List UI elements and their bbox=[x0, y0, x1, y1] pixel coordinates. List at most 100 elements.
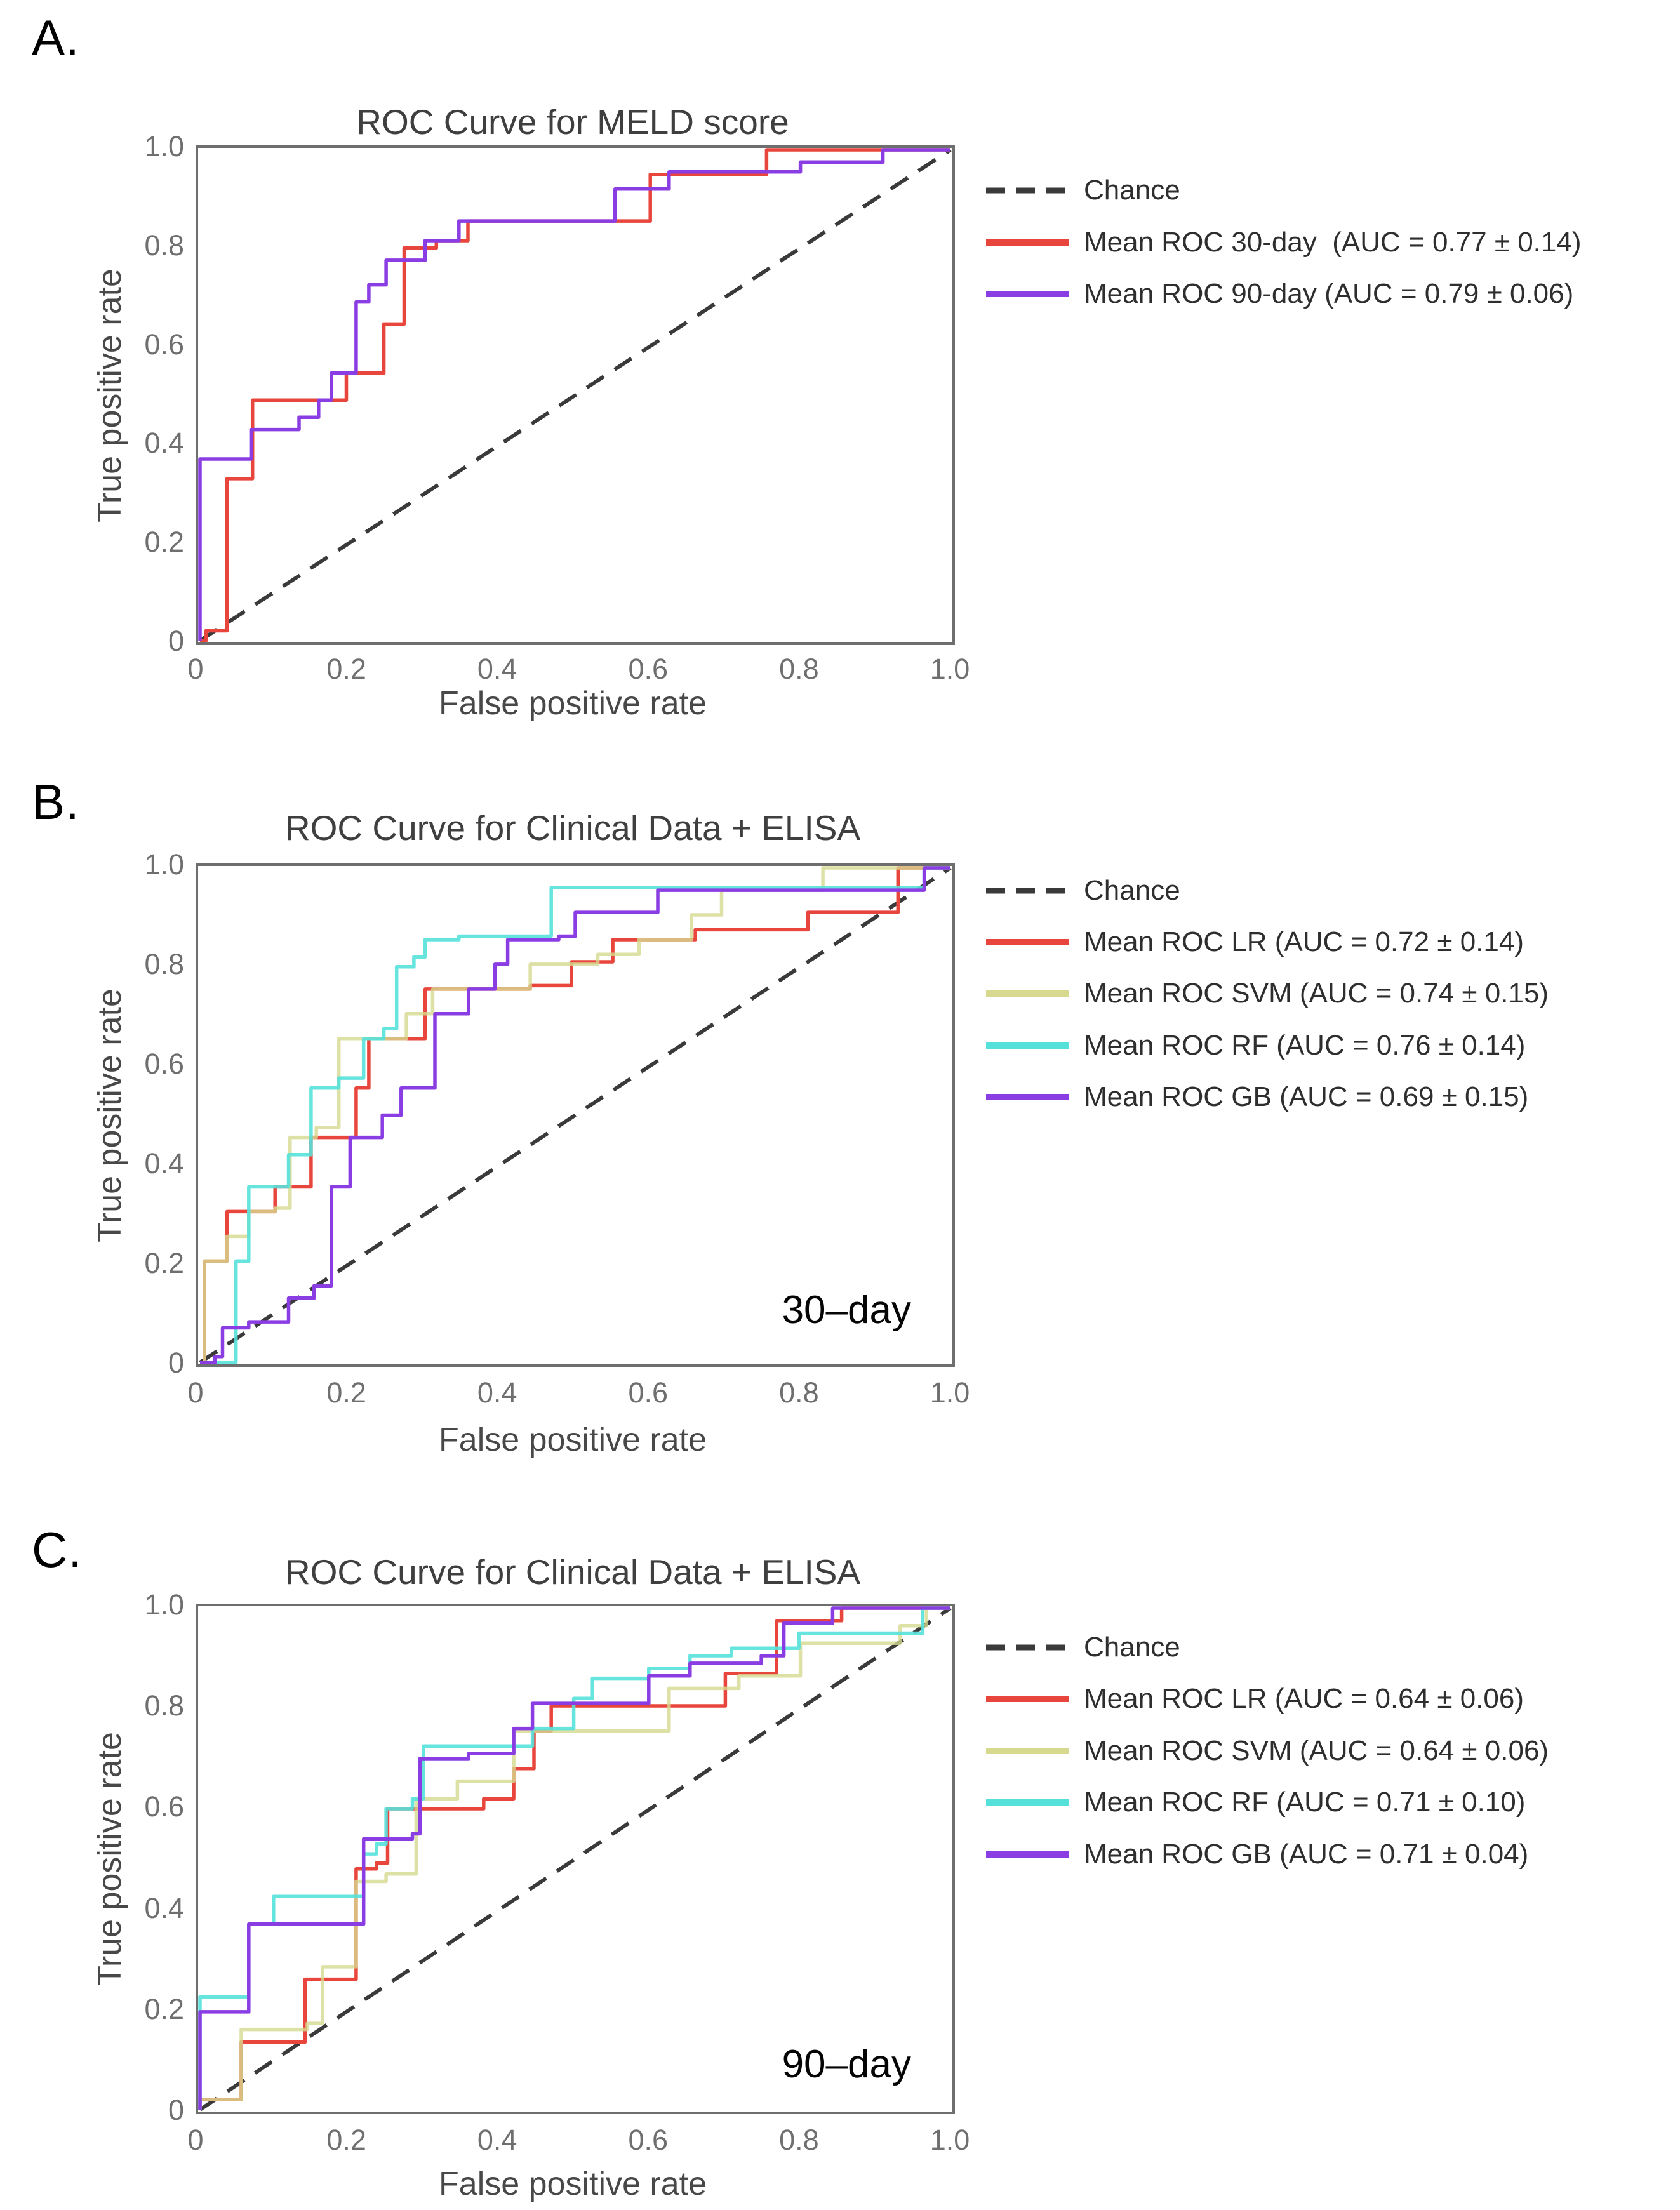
line-sample-icon bbox=[986, 1851, 1069, 1858]
legend-row: Mean ROC SVM (AUC = 0.74 ± 0.15) bbox=[985, 975, 1549, 1013]
dashed-line-sample-icon bbox=[986, 888, 1069, 894]
legend-row: Mean ROC SVM (AUC = 0.64 ± 0.06) bbox=[985, 1732, 1549, 1770]
x-tick-label: 0 bbox=[187, 1376, 204, 1409]
panel-letter-c: C. bbox=[32, 1522, 83, 1578]
legend-label: Mean ROC RF (AUC = 0.76 ± 0.14) bbox=[1084, 1030, 1526, 1061]
y-tick-label: 0.6 bbox=[144, 328, 184, 361]
line-sample-icon bbox=[986, 1748, 1069, 1754]
y-tick-label: 0 bbox=[168, 1347, 184, 1379]
x-tick-label: 0.6 bbox=[628, 1376, 669, 1409]
legend-row: Chance bbox=[985, 872, 1180, 910]
x-tick-label: 0.8 bbox=[779, 653, 819, 685]
x-tick-label: 0.6 bbox=[628, 653, 669, 685]
legend-row: Mean ROC LR (AUC = 0.72 ± 0.14) bbox=[985, 923, 1524, 961]
y-tick-label: 0.6 bbox=[144, 1790, 184, 1823]
legend-row: Mean ROC RF (AUC = 0.76 ± 0.14) bbox=[985, 1027, 1525, 1065]
x-tick-label: 0.4 bbox=[477, 2124, 517, 2156]
x-tick-label: 0.6 bbox=[628, 2124, 669, 2156]
x-axis-label-b: False positive rate bbox=[439, 1421, 707, 1458]
legend-row: Mean ROC GB (AUC = 0.71 ± 0.04) bbox=[985, 1835, 1528, 1874]
annotation-30-day: 30–day bbox=[782, 1288, 911, 1332]
series-mean-roc-svm bbox=[198, 1606, 950, 2110]
legend-label: Mean ROC 90-day (AUC = 0.79 ± 0.06) bbox=[1084, 278, 1574, 309]
y-tick-label: 0.8 bbox=[144, 948, 184, 980]
line-sample-icon bbox=[986, 291, 1069, 297]
y-tick-label: 0.4 bbox=[144, 1891, 184, 1924]
legend-label: Mean ROC LR (AUC = 0.64 ± 0.06) bbox=[1084, 1683, 1524, 1714]
x-tick-label: 0.2 bbox=[326, 2124, 366, 2156]
roc-plot-a bbox=[196, 145, 955, 645]
series-mean-roc-rf bbox=[200, 866, 950, 1364]
dashed-line-sample-icon bbox=[986, 1644, 1069, 1651]
annotation-90-day: 90–day bbox=[782, 2042, 911, 2086]
x-tick-label: 0.2 bbox=[326, 1376, 366, 1409]
line-sample-icon bbox=[986, 939, 1069, 945]
y-tick-label: 0.8 bbox=[144, 229, 184, 262]
roc-curves-a bbox=[198, 148, 952, 642]
legend-row: Mean ROC 90-day (AUC = 0.79 ± 0.06) bbox=[985, 275, 1573, 313]
line-sample-icon bbox=[986, 1799, 1069, 1806]
series-mean-roc-rf bbox=[198, 1606, 950, 2110]
series-mean-roc-gb bbox=[200, 866, 950, 1364]
legend-row: Mean ROC LR (AUC = 0.64 ± 0.06) bbox=[985, 1680, 1524, 1718]
y-tick-label: 0.6 bbox=[144, 1048, 184, 1080]
legend-row: Chance bbox=[985, 171, 1180, 210]
legend-label: Chance bbox=[1084, 175, 1180, 206]
y-tick-label: 0.2 bbox=[144, 1247, 184, 1279]
line-sample-icon bbox=[986, 1094, 1069, 1100]
x-tick-label: 0.2 bbox=[326, 653, 366, 685]
series-mean-roc-30-day bbox=[200, 148, 950, 642]
legend-label: Mean ROC SVM (AUC = 0.64 ± 0.06) bbox=[1084, 1735, 1549, 1766]
x-axis-label-c: False positive rate bbox=[439, 2166, 707, 2202]
series-mean-roc-lr bbox=[198, 1606, 950, 2110]
legend-label: Chance bbox=[1084, 1632, 1180, 1663]
legend-label: Mean ROC SVM (AUC = 0.74 ± 0.15) bbox=[1084, 978, 1549, 1009]
plot-title-a: ROC Curve for MELD score bbox=[356, 102, 789, 142]
y-tick-label: 0.4 bbox=[144, 427, 184, 460]
x-tick-label: 0 bbox=[187, 2124, 204, 2156]
x-tick-label: 1.0 bbox=[930, 1376, 970, 1409]
legend-label: Chance bbox=[1084, 875, 1180, 906]
series-mean-roc-90-day bbox=[198, 148, 950, 641]
line-sample-icon bbox=[986, 1042, 1069, 1049]
series-chance bbox=[199, 148, 952, 642]
plot-title-b: ROC Curve for Clinical Data + ELISA bbox=[284, 808, 861, 848]
legend-label: Mean ROC GB (AUC = 0.69 ± 0.15) bbox=[1084, 1081, 1529, 1112]
y-tick-label: 0.8 bbox=[144, 1689, 184, 1722]
line-sample-icon bbox=[986, 990, 1069, 997]
x-tick-label: 0.8 bbox=[779, 2124, 819, 2156]
plot-title-c: ROC Curve for Clinical Data + ELISA bbox=[284, 1552, 861, 1592]
panel-letter-a: A. bbox=[32, 10, 80, 65]
x-axis-label-a: False positive rate bbox=[439, 685, 707, 722]
y-tick-label: 0.4 bbox=[144, 1147, 184, 1180]
legend-label: Mean ROC GB (AUC = 0.71 ± 0.04) bbox=[1084, 1839, 1529, 1870]
series-mean-roc-gb bbox=[198, 1606, 950, 2110]
y-tick-label: 1.0 bbox=[144, 130, 184, 163]
y-tick-label: 0.2 bbox=[144, 526, 184, 559]
y-tick-label: 0 bbox=[168, 2094, 184, 2126]
legend-row: Mean ROC GB (AUC = 0.69 ± 0.15) bbox=[985, 1078, 1528, 1116]
y-tick-label: 1.0 bbox=[144, 1588, 184, 1621]
x-tick-label: 0.4 bbox=[477, 653, 517, 685]
x-tick-label: 1.0 bbox=[930, 653, 970, 685]
roc-plot-c bbox=[196, 1604, 955, 2114]
y-tick-label: 0.2 bbox=[144, 1992, 184, 2025]
dashed-line-sample-icon bbox=[986, 187, 1069, 194]
legend-label: Mean ROC RF (AUC = 0.71 ± 0.10) bbox=[1084, 1787, 1526, 1818]
y-tick-label: 1.0 bbox=[144, 848, 184, 881]
line-sample-icon bbox=[986, 239, 1069, 246]
y-tick-label: 0 bbox=[168, 625, 184, 657]
x-tick-label: 0.4 bbox=[477, 1376, 517, 1409]
x-tick-label: 1.0 bbox=[930, 2124, 970, 2156]
roc-plot-b bbox=[196, 863, 955, 1367]
x-tick-label: 0.8 bbox=[779, 1376, 819, 1409]
roc-curves-c bbox=[198, 1606, 952, 2112]
series-chance bbox=[199, 866, 952, 1364]
legend-row: Chance bbox=[985, 1628, 1180, 1667]
legend-row: Mean ROC RF (AUC = 0.71 ± 0.10) bbox=[985, 1783, 1525, 1821]
legend-label: Mean ROC LR (AUC = 0.72 ± 0.14) bbox=[1084, 926, 1524, 957]
series-chance bbox=[199, 1606, 952, 2112]
legend-label: Mean ROC 30-day (AUC = 0.77 ± 0.14) bbox=[1084, 227, 1582, 258]
x-tick-label: 0 bbox=[187, 653, 204, 685]
line-sample-icon bbox=[986, 1696, 1069, 1702]
